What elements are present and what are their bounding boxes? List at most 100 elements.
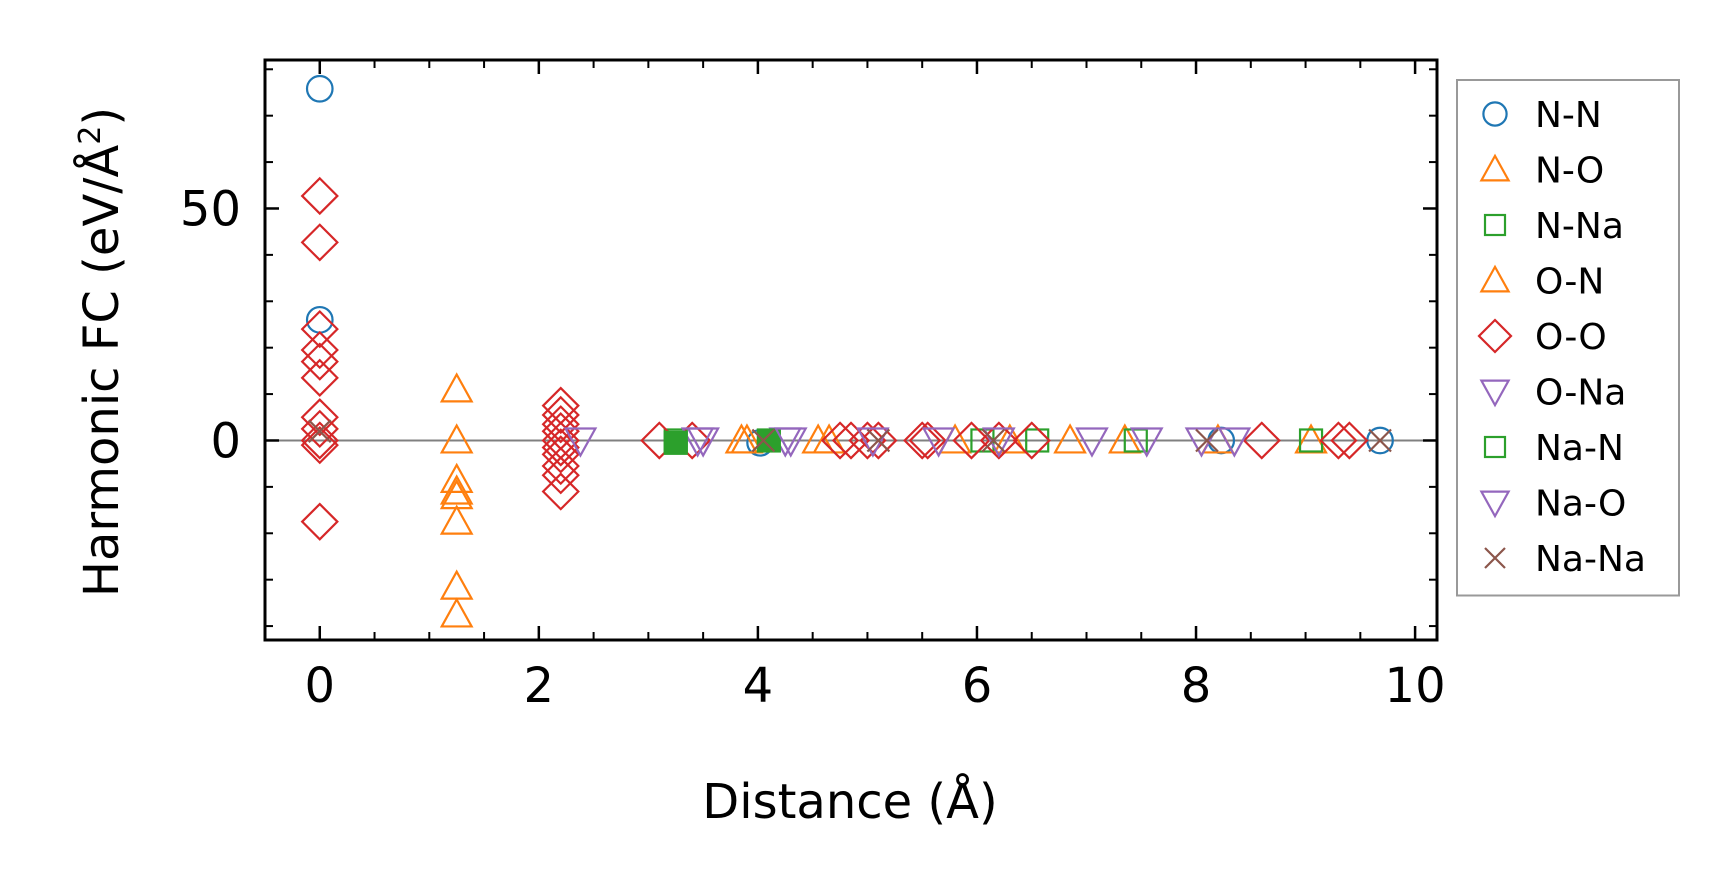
data-point bbox=[1195, 428, 1219, 453]
data-point bbox=[541, 405, 580, 444]
legend-item: Na-Na bbox=[1484, 539, 1646, 580]
data-point bbox=[831, 421, 871, 460]
x-tick-label: 8 bbox=[1181, 658, 1212, 714]
data-point bbox=[981, 428, 1006, 453]
data-point bbox=[307, 419, 332, 443]
legend-marker bbox=[1479, 153, 1511, 182]
legend-marker bbox=[1477, 318, 1513, 354]
y-axis-label-superscript: 2 bbox=[73, 126, 108, 145]
legend-marker bbox=[1479, 490, 1511, 519]
series-n-o bbox=[439, 372, 1328, 628]
data-point bbox=[908, 421, 947, 460]
legend-label: O-O bbox=[1535, 317, 1607, 358]
data-point bbox=[439, 597, 474, 628]
legend-label: O-Na bbox=[1535, 373, 1626, 414]
data-point bbox=[541, 435, 580, 474]
data-point bbox=[300, 398, 339, 437]
data-point bbox=[563, 427, 598, 458]
data-point bbox=[305, 74, 334, 103]
data-point bbox=[866, 428, 891, 453]
data-point bbox=[1368, 428, 1392, 453]
data-point bbox=[952, 421, 991, 460]
data-point bbox=[300, 358, 339, 397]
x-tick-label: 4 bbox=[743, 658, 774, 714]
data-point bbox=[1053, 423, 1087, 454]
y-axis-label-close: ) bbox=[74, 107, 130, 126]
legend-item: N-Na bbox=[1483, 206, 1624, 247]
data-point bbox=[1217, 427, 1252, 458]
legend-marker bbox=[1484, 547, 1506, 569]
x-tick-label: 0 bbox=[304, 658, 335, 714]
series-na-na bbox=[307, 419, 1392, 453]
data-point bbox=[439, 423, 474, 454]
data-point bbox=[820, 421, 860, 460]
legend-item: O-Na bbox=[1479, 373, 1626, 414]
x-tick-label: 10 bbox=[1385, 658, 1446, 714]
legend-marker bbox=[1482, 101, 1508, 127]
legend-label: N-N bbox=[1535, 95, 1602, 136]
legend-item: N-N bbox=[1482, 95, 1602, 136]
legend-marker bbox=[1483, 213, 1507, 237]
tick-labels: 0 2 4 6 8 10 0 50 bbox=[180, 181, 1446, 714]
legend-box bbox=[1456, 79, 1680, 597]
data-point bbox=[730, 423, 764, 454]
data-point bbox=[812, 423, 846, 454]
axes-frame bbox=[263, 58, 1439, 642]
data-point bbox=[300, 330, 339, 370]
legend-label: N-Na bbox=[1535, 206, 1624, 247]
data-point bbox=[541, 446, 580, 486]
data-point bbox=[439, 372, 474, 403]
data-point bbox=[541, 395, 580, 435]
data-point bbox=[801, 423, 835, 454]
data-point bbox=[848, 421, 887, 460]
x-tick-label: 2 bbox=[524, 658, 555, 714]
data-point bbox=[686, 427, 720, 458]
data-point bbox=[300, 409, 339, 449]
data-point bbox=[903, 421, 942, 460]
data-point bbox=[859, 421, 898, 460]
data-point bbox=[751, 428, 776, 453]
legend-label: O-N bbox=[1535, 262, 1604, 303]
x-axis-label: Distance (Å) bbox=[702, 773, 997, 830]
data-point bbox=[1012, 421, 1051, 460]
legend-label: N-O bbox=[1535, 151, 1604, 192]
data-point bbox=[1319, 421, 1358, 460]
y-axis-label: Harmonic FC (eV/Å2) bbox=[73, 107, 130, 597]
legend-marker bbox=[1479, 379, 1511, 408]
data-point bbox=[724, 423, 759, 454]
series-o-o bbox=[300, 176, 1369, 541]
data-point bbox=[300, 309, 339, 349]
data-point bbox=[921, 427, 956, 458]
legend-label: Na-Na bbox=[1535, 539, 1646, 580]
legend-item: O-N bbox=[1479, 262, 1604, 303]
legend-label: Na-O bbox=[1535, 484, 1626, 525]
legend-item: O-O bbox=[1477, 317, 1607, 358]
y-axis-label-main: Harmonic FC (eV/Å bbox=[73, 145, 130, 598]
data-point bbox=[439, 504, 474, 535]
legend-item: N-O bbox=[1479, 151, 1604, 192]
data-point bbox=[1242, 421, 1281, 460]
data-point bbox=[1129, 427, 1164, 458]
data-point bbox=[300, 342, 339, 381]
data-point bbox=[439, 474, 474, 505]
legend-label: Na-N bbox=[1535, 428, 1624, 469]
data-point bbox=[439, 462, 474, 493]
legend: N-N N-O N-Na O-N O-O O-Na Na-N Na-O Na-Na bbox=[1456, 79, 1680, 597]
data-point bbox=[1075, 427, 1109, 458]
legend-item: Na-O bbox=[1479, 484, 1626, 525]
x-tick-label: 6 bbox=[962, 658, 993, 714]
data-point bbox=[300, 176, 339, 216]
data-point bbox=[300, 421, 339, 460]
plot-frame bbox=[263, 58, 1439, 642]
data-point bbox=[541, 472, 580, 511]
data-point bbox=[300, 223, 339, 262]
legend-item: Na-N bbox=[1483, 428, 1624, 469]
data-point bbox=[756, 428, 781, 453]
data-point bbox=[663, 430, 688, 455]
axis-ticks bbox=[264, 60, 1437, 640]
legend-marker bbox=[1483, 435, 1507, 459]
series-na-n bbox=[663, 428, 781, 455]
data-point bbox=[773, 427, 808, 458]
data-point bbox=[300, 425, 339, 465]
